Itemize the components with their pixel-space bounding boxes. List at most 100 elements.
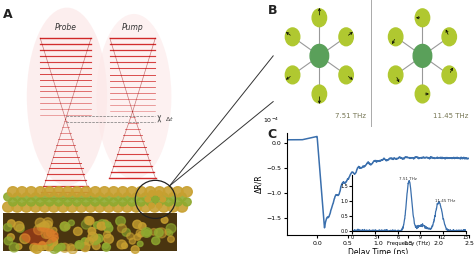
Circle shape xyxy=(415,85,429,103)
Circle shape xyxy=(173,198,182,206)
Circle shape xyxy=(97,222,106,230)
Circle shape xyxy=(160,193,168,201)
Circle shape xyxy=(149,203,154,208)
Circle shape xyxy=(131,246,139,253)
Circle shape xyxy=(413,44,432,67)
Circle shape xyxy=(339,66,353,84)
Circle shape xyxy=(72,187,82,197)
Circle shape xyxy=(156,203,162,208)
Circle shape xyxy=(103,243,109,248)
Circle shape xyxy=(168,202,178,212)
Circle shape xyxy=(51,243,60,251)
Circle shape xyxy=(131,202,142,212)
Circle shape xyxy=(160,197,165,202)
Circle shape xyxy=(38,242,46,250)
Circle shape xyxy=(146,198,155,206)
Circle shape xyxy=(43,221,52,229)
Circle shape xyxy=(137,241,143,247)
Circle shape xyxy=(64,224,70,229)
Circle shape xyxy=(94,202,105,212)
Circle shape xyxy=(122,202,133,212)
Circle shape xyxy=(102,243,110,251)
Circle shape xyxy=(91,198,100,206)
Circle shape xyxy=(54,247,60,252)
Circle shape xyxy=(58,202,68,212)
Circle shape xyxy=(17,187,27,197)
Circle shape xyxy=(81,187,91,197)
Circle shape xyxy=(123,193,131,201)
Circle shape xyxy=(8,187,18,197)
Circle shape xyxy=(46,229,54,236)
Circle shape xyxy=(35,187,46,197)
Text: 7.51 THz: 7.51 THz xyxy=(335,113,366,119)
Circle shape xyxy=(127,187,137,197)
Circle shape xyxy=(82,198,91,206)
Circle shape xyxy=(64,198,72,206)
Circle shape xyxy=(155,228,163,237)
Circle shape xyxy=(103,202,114,212)
Circle shape xyxy=(81,243,90,251)
Circle shape xyxy=(82,220,91,229)
Text: $\mathit{\Delta t}$: $\mathit{\Delta t}$ xyxy=(164,115,173,123)
Circle shape xyxy=(140,202,151,212)
Circle shape xyxy=(39,241,45,247)
Text: Pump: Pump xyxy=(122,23,144,33)
Circle shape xyxy=(73,227,82,235)
Circle shape xyxy=(442,28,456,46)
Circle shape xyxy=(41,229,52,239)
Circle shape xyxy=(150,229,157,235)
Circle shape xyxy=(35,218,46,228)
Circle shape xyxy=(137,198,146,206)
Circle shape xyxy=(182,187,192,197)
Circle shape xyxy=(13,193,21,201)
Circle shape xyxy=(155,198,164,206)
Circle shape xyxy=(75,241,84,249)
Circle shape xyxy=(108,187,119,197)
Circle shape xyxy=(122,228,130,236)
Circle shape xyxy=(149,202,160,212)
Circle shape xyxy=(44,231,52,238)
Circle shape xyxy=(104,234,113,244)
Circle shape xyxy=(45,198,54,206)
Circle shape xyxy=(134,234,141,240)
Circle shape xyxy=(103,231,110,238)
Circle shape xyxy=(128,198,136,206)
Circle shape xyxy=(99,187,110,197)
Circle shape xyxy=(178,193,186,201)
Circle shape xyxy=(442,66,456,84)
Circle shape xyxy=(136,229,144,237)
Circle shape xyxy=(117,240,127,249)
Circle shape xyxy=(94,234,103,243)
Circle shape xyxy=(27,198,36,206)
Circle shape xyxy=(177,202,188,212)
Circle shape xyxy=(164,198,173,206)
Text: 11.45 THz: 11.45 THz xyxy=(433,113,469,119)
Circle shape xyxy=(154,187,165,197)
Circle shape xyxy=(85,237,93,245)
Circle shape xyxy=(9,198,17,206)
Circle shape xyxy=(52,235,58,241)
Text: $10^{-4}$: $10^{-4}$ xyxy=(263,116,279,125)
Circle shape xyxy=(312,9,327,27)
Circle shape xyxy=(389,66,403,84)
Circle shape xyxy=(48,202,59,212)
Circle shape xyxy=(158,202,169,212)
Circle shape xyxy=(12,202,23,212)
Circle shape xyxy=(129,238,136,244)
Circle shape xyxy=(51,227,57,233)
Circle shape xyxy=(113,202,123,212)
Circle shape xyxy=(415,9,429,27)
Circle shape xyxy=(310,44,328,67)
Circle shape xyxy=(47,240,52,246)
Circle shape xyxy=(50,245,59,253)
Circle shape xyxy=(145,187,155,197)
Circle shape xyxy=(26,187,36,197)
FancyBboxPatch shape xyxy=(3,213,177,251)
Circle shape xyxy=(141,193,150,201)
Circle shape xyxy=(44,187,55,197)
Circle shape xyxy=(76,202,87,212)
Circle shape xyxy=(58,243,65,250)
Circle shape xyxy=(60,243,70,252)
Ellipse shape xyxy=(21,227,59,245)
Circle shape xyxy=(86,193,95,201)
